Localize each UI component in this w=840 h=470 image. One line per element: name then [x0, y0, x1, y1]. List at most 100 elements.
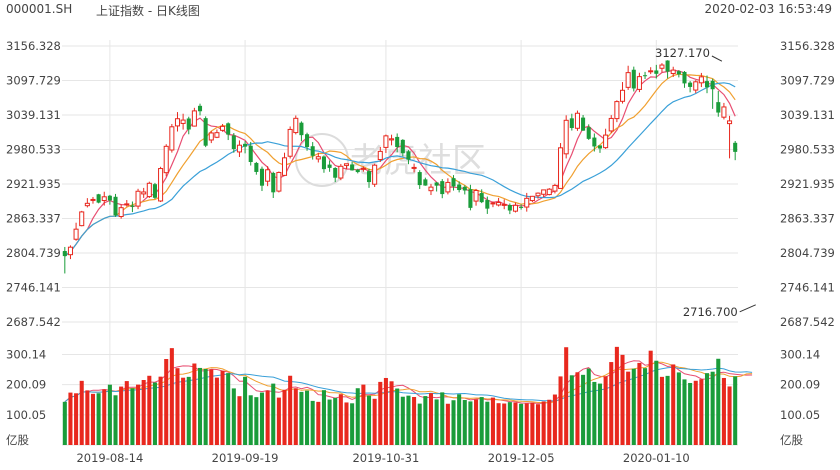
price-tick-label: 2687.542 [780, 315, 835, 329]
symbol-code: 000001.SH [6, 2, 73, 16]
volume-bar [412, 397, 417, 445]
candle-body [592, 137, 597, 147]
volume-bar [310, 400, 315, 445]
volume-bar [74, 393, 79, 445]
candle-body [428, 186, 434, 192]
candles [62, 60, 738, 274]
candle-body [90, 198, 96, 201]
volume-bar [197, 367, 203, 445]
volume-bar [124, 381, 129, 445]
volume-bar [231, 388, 236, 445]
volume-bar [479, 397, 484, 445]
candle-body [451, 178, 456, 187]
moving-average-lines [64, 69, 736, 257]
candle-body [96, 194, 101, 203]
volume-bar [597, 383, 603, 445]
volume-bar [305, 390, 310, 445]
candle-body [733, 142, 738, 152]
candle-body [135, 190, 141, 207]
candle-body [552, 184, 558, 192]
volume-bar [474, 399, 479, 445]
volume-bar [468, 401, 473, 445]
volume-tick-label: 300.14 [780, 348, 820, 362]
volume-bar [547, 399, 552, 445]
candle-body [682, 71, 687, 84]
candle-body [191, 110, 197, 127]
date-tick-label: 2019-09-19 [212, 451, 279, 465]
price-tick-label: 2804.739 [780, 246, 835, 260]
candle-body [468, 189, 473, 208]
candle-body [141, 191, 147, 195]
candle-body [400, 139, 405, 154]
volume-bar [581, 374, 586, 445]
y-axis-right: 3156.328 3097.729 3039.131 2980.533 2921.935… [780, 39, 835, 447]
candle-body [372, 164, 378, 185]
ma5-line [64, 69, 736, 257]
volume-bar [316, 401, 321, 445]
volume-bar [704, 373, 710, 445]
volume-bar [535, 404, 541, 445]
candle-body [271, 172, 276, 193]
volume-bar [586, 368, 591, 445]
volume-bar [344, 402, 349, 445]
volume-bar [400, 396, 405, 445]
candle-body [563, 119, 569, 155]
volume-bar [102, 389, 107, 445]
volume-bar [355, 388, 360, 445]
candle-body [231, 135, 236, 150]
volume-bar [259, 392, 265, 445]
volume-bar [288, 375, 293, 445]
volume-bar [699, 379, 704, 445]
candle-body [625, 72, 631, 88]
price-tick-label: 2746.141 [780, 280, 835, 294]
volume-bar [209, 369, 214, 445]
volume-bar [395, 388, 400, 445]
volume-bar [445, 403, 450, 445]
candle-body [259, 168, 265, 186]
candle-body [496, 202, 502, 206]
candle-body [383, 135, 389, 148]
candle-body [411, 166, 417, 169]
volume-bar [276, 397, 281, 445]
price-tick-label: 3156.328 [6, 39, 61, 53]
candle-body [310, 146, 315, 156]
date-tick-label: 2020-01-10 [623, 451, 690, 465]
volume-bar [592, 381, 597, 445]
candle-body [721, 106, 727, 118]
volume-bar [361, 384, 366, 445]
candle-body [619, 89, 626, 102]
candle-body [558, 147, 564, 189]
candle-body [688, 82, 693, 87]
volume-bar [107, 384, 112, 445]
volume-bar [164, 359, 169, 445]
candle-body [434, 182, 439, 186]
volume-bar [423, 396, 428, 445]
candle-body [704, 81, 710, 88]
volume-bar [226, 373, 231, 445]
candle-body [614, 101, 620, 120]
volume-bar [490, 397, 495, 445]
volume-bar [541, 401, 546, 445]
candle-body [406, 151, 411, 160]
candle-body [174, 118, 181, 127]
candle-body [631, 69, 636, 89]
volume-bar [440, 392, 445, 445]
candle-body [546, 188, 552, 196]
candle-body [581, 117, 586, 131]
candle-body [350, 164, 355, 171]
candle-body [355, 169, 360, 173]
volume-bar [350, 403, 355, 445]
candle-body [507, 205, 512, 211]
candle-body [710, 80, 715, 90]
candle-body [113, 196, 118, 216]
price-tick-label: 2863.337 [780, 211, 835, 225]
volume-bar [676, 372, 681, 445]
volume-bar [682, 379, 687, 445]
price-tick-label: 2863.337 [6, 211, 61, 225]
volume-bar [671, 364, 676, 445]
candle-body [574, 112, 580, 129]
candle-body [608, 117, 614, 132]
candle-body [236, 144, 242, 153]
